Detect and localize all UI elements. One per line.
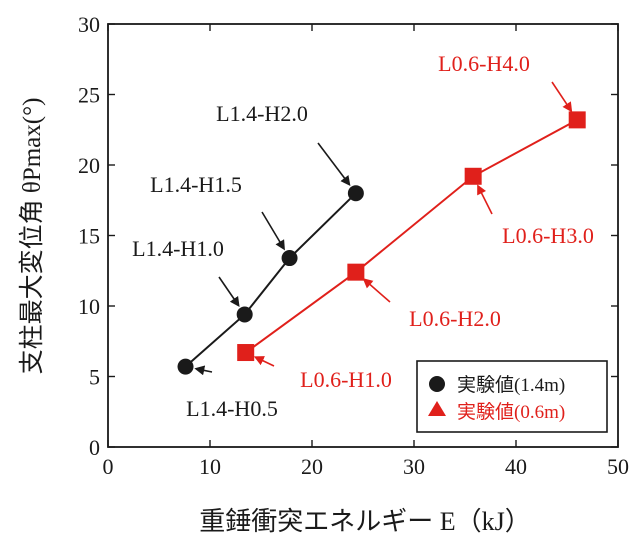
y-axis-title: 支柱最大変位角 θPmax(°) (18, 98, 46, 375)
legend-label-1: 実験値(1.4m) (457, 374, 565, 396)
point-label: L1.4-H1.5 (150, 172, 242, 197)
x-axis-title: 重錘衝突エネルギー E（kJ） (199, 507, 531, 536)
series-line-1 (184, 192, 357, 368)
y-tick-label: 20 (78, 153, 100, 178)
x-tick-label: 40 (505, 454, 527, 479)
y-tick-label: 0 (89, 435, 100, 460)
legend: 実験値(1.4m) 実験値(0.6m) (416, 360, 608, 433)
x-tick-label: 50 (607, 454, 629, 479)
y-tick-label: 25 (78, 83, 100, 108)
legend-marker-2 (428, 401, 446, 416)
data-point (177, 358, 194, 375)
annotation-arrow (261, 211, 285, 251)
data-point (237, 344, 255, 362)
annotation-arrow (253, 356, 275, 367)
data-point (236, 306, 253, 323)
x-tick-label: 30 (403, 454, 425, 479)
legend-box (416, 360, 608, 433)
x-tick-label: 10 (199, 454, 221, 479)
point-label: L0.6-H4.0 (438, 51, 530, 76)
data-point (347, 185, 364, 202)
annotation-arrow (317, 142, 351, 187)
y-tick-label: 30 (78, 12, 100, 37)
data-point (347, 263, 365, 281)
legend-marker-1 (429, 376, 445, 392)
series-lines (184, 119, 578, 368)
annotation-arrow (477, 184, 493, 215)
legend-label-2: 実験値(0.6m) (457, 401, 565, 423)
annotation-arrow (551, 81, 573, 113)
y-tick-label: 10 (78, 294, 100, 319)
data-points (177, 111, 586, 375)
data-point (281, 250, 298, 267)
data-point (464, 167, 482, 185)
data-point (568, 111, 586, 129)
annotation-arrow (218, 276, 240, 308)
annotation-arrow (194, 365, 213, 376)
y-tick-label: 15 (78, 224, 100, 249)
series-line-2 (245, 119, 578, 354)
point-label: L0.6-H2.0 (409, 306, 501, 331)
axes: 0 10 20 30 40 50 0 5 10 15 20 25 30 (78, 12, 629, 479)
x-tick-label: 0 (103, 454, 114, 479)
point-label: L1.4-H1.0 (132, 236, 224, 261)
x-tick-label: 20 (301, 454, 323, 479)
y-tick-label: 5 (89, 365, 100, 390)
point-label: L0.6-H3.0 (502, 223, 594, 248)
point-annotations: L1.4-H0.5 L1.4-H1.0 L1.4-H1.5 L1.4-H2.0 L0.6… (132, 51, 594, 421)
point-label: L1.4-H0.5 (186, 396, 278, 421)
annotation-arrow (362, 278, 391, 303)
point-label: L1.4-H2.0 (216, 101, 308, 126)
point-label: L0.6-H1.0 (300, 367, 392, 392)
